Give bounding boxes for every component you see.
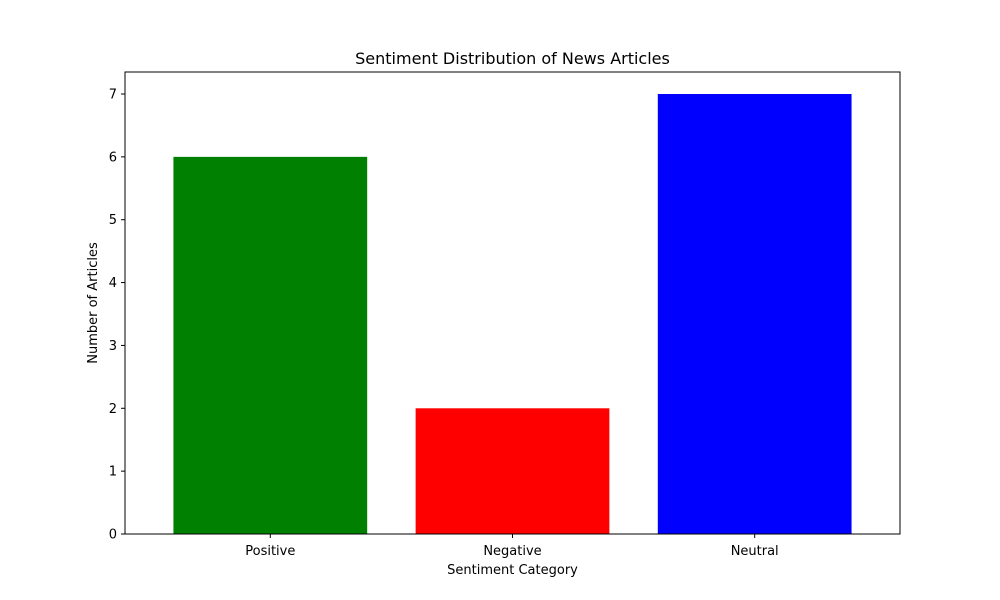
bar-neutral [657, 94, 852, 534]
y-tick-label: 1 [109, 465, 117, 480]
y-tick-label: 3 [109, 339, 117, 354]
chart-title: Sentiment Distribution of News Articles [355, 49, 670, 68]
plot-frame [124, 71, 901, 535]
bar-positive [173, 156, 368, 534]
y-tick-label: 4 [109, 276, 117, 291]
x-axis-label: Sentiment Category [447, 563, 578, 578]
y-tick-label: 0 [109, 528, 117, 543]
y-tick-label: 2 [109, 402, 117, 417]
bar-negative [415, 408, 610, 534]
axes-layer: Positive Negative Neutral 0 1 2 3 4 5 6 7 [109, 88, 779, 560]
y-tick-label: 7 [109, 88, 117, 103]
x-tick-label: Positive [245, 544, 295, 559]
bars-layer [173, 94, 852, 534]
x-tick-label: Neutral [731, 544, 779, 559]
y-axis-label: Number of Articles [86, 242, 101, 364]
x-tick-label: Negative [483, 544, 541, 559]
y-tick-label: 6 [109, 150, 117, 165]
y-tick-label: 5 [109, 213, 117, 228]
